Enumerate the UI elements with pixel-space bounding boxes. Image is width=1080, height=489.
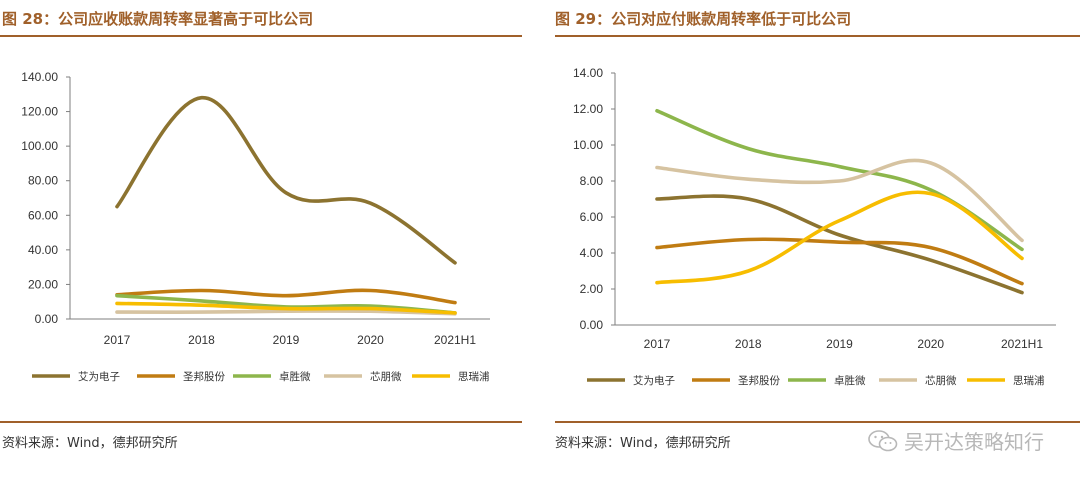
legend-label: 思瑞浦 xyxy=(458,370,490,383)
x-tick-label: 2020 xyxy=(357,333,384,347)
watermark-text: 吴开达策略知行 xyxy=(904,430,1044,454)
legend-label: 芯朋微 xyxy=(925,374,957,387)
y-tick-label: 10.00 xyxy=(573,138,603,152)
y-tick-label: 60.00 xyxy=(28,208,58,222)
series-line-芯朋微 xyxy=(655,158,1024,243)
y-tick-label: 120.00 xyxy=(21,105,58,119)
receivables-turnover-chart: 0.00 20.00 40.00 60.00 80.00 100.00 120.00 140.… xyxy=(21,70,490,383)
y-tick-label: 8.00 xyxy=(580,174,604,188)
y-tick-label: 40.00 xyxy=(28,243,58,257)
legend-label: 卓胜微 xyxy=(279,370,311,383)
figure-title: 图 29：公司对应付账款周转率低于可比公司 xyxy=(555,10,852,28)
x-tick-label: 2017 xyxy=(104,333,131,347)
figure-title: 图 28：公司应收账款周转率显著高于可比公司 xyxy=(2,10,314,28)
x-tick-label: 2019 xyxy=(826,337,853,351)
y-tick-label: 140.00 xyxy=(21,70,58,84)
y-tick-label: 6.00 xyxy=(580,210,604,224)
series-line-思瑞浦 xyxy=(655,190,1024,285)
source-divider xyxy=(555,421,1080,423)
series-line-芯朋微 xyxy=(115,309,457,316)
x-tick-label: 2018 xyxy=(735,337,762,351)
y-tick-label: 0.00 xyxy=(580,318,604,332)
x-tick-label: 2021H1 xyxy=(1001,337,1043,351)
x-tick-label: 2021H1 xyxy=(434,333,476,347)
y-tick-label: 12.00 xyxy=(573,102,603,116)
y-tick-label: 80.00 xyxy=(28,174,58,188)
series-line-艾为电子 xyxy=(115,95,457,265)
series-line-圣邦股份 xyxy=(655,237,1024,286)
series-line-艾为电子 xyxy=(655,194,1024,295)
x-tick-label: 2019 xyxy=(273,333,300,347)
y-tick-label: 0.00 xyxy=(35,312,59,326)
x-tick-label: 2018 xyxy=(188,333,215,347)
payables-turnover-chart: 0.00 2.00 4.00 6.00 8.00 10.00 12.00 14.00 2017 2… xyxy=(573,66,1056,387)
source-note: 资料来源：Wind，德邦研究所 xyxy=(2,436,178,451)
legend-label: 艾为电子 xyxy=(633,374,675,387)
watermark: 吴开达策略知行 xyxy=(868,426,1044,455)
y-tick-label: 100.00 xyxy=(21,139,58,153)
figure-29-panel: 图 29：公司对应付账款周转率低于可比公司 0.00 2.00 4.00 6.00 8.… xyxy=(555,0,1080,489)
legend-label: 圣邦股份 xyxy=(183,370,225,383)
legend-label: 思瑞浦 xyxy=(1013,374,1045,387)
y-tick-label: 4.00 xyxy=(580,246,604,260)
title-divider xyxy=(555,35,1080,37)
series-line-圣邦股份 xyxy=(115,288,457,305)
y-tick-label: 14.00 xyxy=(573,66,603,80)
source-divider xyxy=(0,421,522,423)
legend-label: 卓胜微 xyxy=(834,374,866,387)
y-tick-label: 2.00 xyxy=(580,282,604,296)
y-tick-label: 20.00 xyxy=(28,277,58,291)
title-divider xyxy=(0,35,522,37)
source-note: 资料来源：Wind，德邦研究所 xyxy=(555,436,731,451)
figure-28-panel: 图 28：公司应收账款周转率显著高于可比公司 0.00 20.00 40.00 60.… xyxy=(0,0,522,489)
x-tick-label: 2020 xyxy=(917,337,944,351)
legend-label: 圣邦股份 xyxy=(738,374,780,387)
legend-label: 艾为电子 xyxy=(78,370,120,383)
x-tick-label: 2017 xyxy=(644,337,671,351)
series-line-思瑞浦 xyxy=(115,301,457,315)
legend-label: 芯朋微 xyxy=(370,370,402,383)
wechat-icon xyxy=(868,429,898,451)
